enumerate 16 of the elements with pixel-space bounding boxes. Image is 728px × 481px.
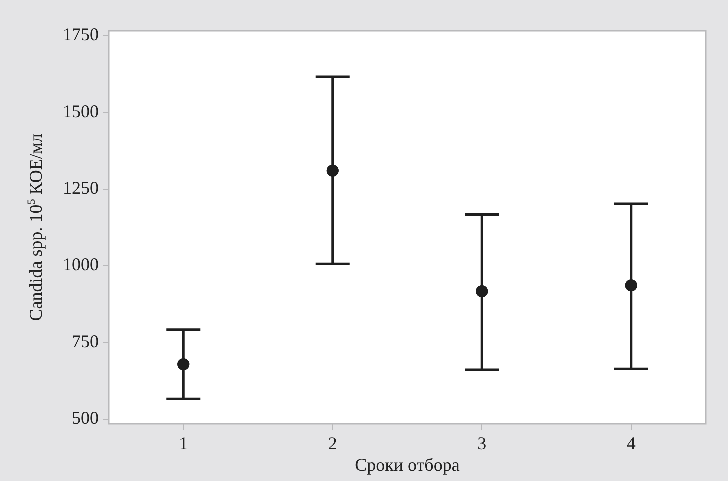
point <box>476 285 488 298</box>
y-tick-label: 1500 <box>63 101 99 122</box>
y-tick-label: 1750 <box>63 24 99 45</box>
y-tick-label: 1000 <box>63 254 99 275</box>
y-tick-label: 750 <box>72 331 99 352</box>
x-tick-label: 2 <box>328 434 338 454</box>
y-axis-title: Candida spp. 105 КОЕ/мл <box>26 134 46 322</box>
y-tick-label: 1250 <box>63 178 99 198</box>
x-tick-label: 1 <box>179 434 188 454</box>
x-axis-title: Сроки отбора <box>355 454 460 475</box>
y-tick-label: 500 <box>72 408 99 428</box>
x-tick-label: 4 <box>626 434 636 454</box>
point <box>625 280 638 292</box>
x-tick-label: 3 <box>478 434 487 454</box>
point <box>326 164 339 177</box>
point <box>178 358 190 370</box>
